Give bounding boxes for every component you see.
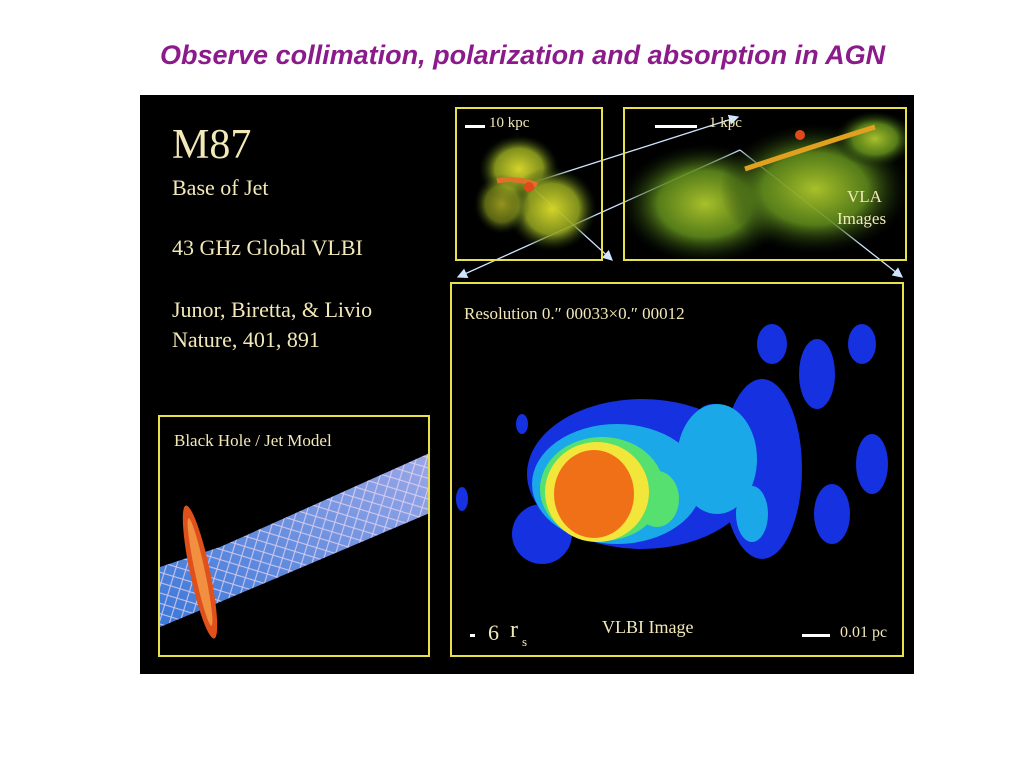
jet-model-drawing: [160, 453, 428, 639]
vlbi-contour-map: [456, 324, 888, 564]
vlbi-image: Resolution 0.″ 00033×0.″ 00012 VLBI Imag…: [450, 282, 904, 657]
scale-label-001pc: 0.01 pc: [840, 624, 888, 641]
vla-caption-line2: Images: [837, 209, 887, 228]
scale-label-1kpc: 1 kpc: [709, 115, 742, 131]
observation-label: 43 GHz Global VLBI: [172, 235, 363, 260]
m87-figure: M87 Base of Jet 43 GHz Global VLBI Junor…: [140, 95, 914, 674]
vla-image-10kpc: 10 kpc: [455, 107, 603, 261]
scale-label-10kpc: 10 kpc: [489, 115, 530, 131]
authors-label: Junor, Biretta, & Livio: [172, 297, 373, 322]
radio-lobes-image: [474, 135, 597, 251]
resolution-label: Resolution 0.″ 00033×0.″ 00012: [464, 304, 685, 323]
rs-value: 6: [488, 620, 499, 645]
rs-symbol: r: [510, 617, 518, 643]
vla-image-1kpc: 1 kpc VLA Images: [623, 107, 907, 261]
vla-caption-line1: VLA: [847, 187, 882, 206]
object-name: M87: [172, 122, 252, 168]
vlbi-caption: VLBI Image: [602, 617, 694, 637]
radio-jet-image: [625, 111, 905, 259]
jet-model-image: Black Hole / Jet Model: [158, 415, 430, 657]
rs-subscript: s: [522, 634, 528, 649]
journal-label: Nature, 401, 891: [172, 327, 320, 352]
slide-title: Observe collimation, polarization and ab…: [160, 40, 886, 70]
jet-subtitle: Base of Jet: [172, 175, 269, 200]
model-title: Black Hole / Jet Model: [174, 431, 332, 450]
